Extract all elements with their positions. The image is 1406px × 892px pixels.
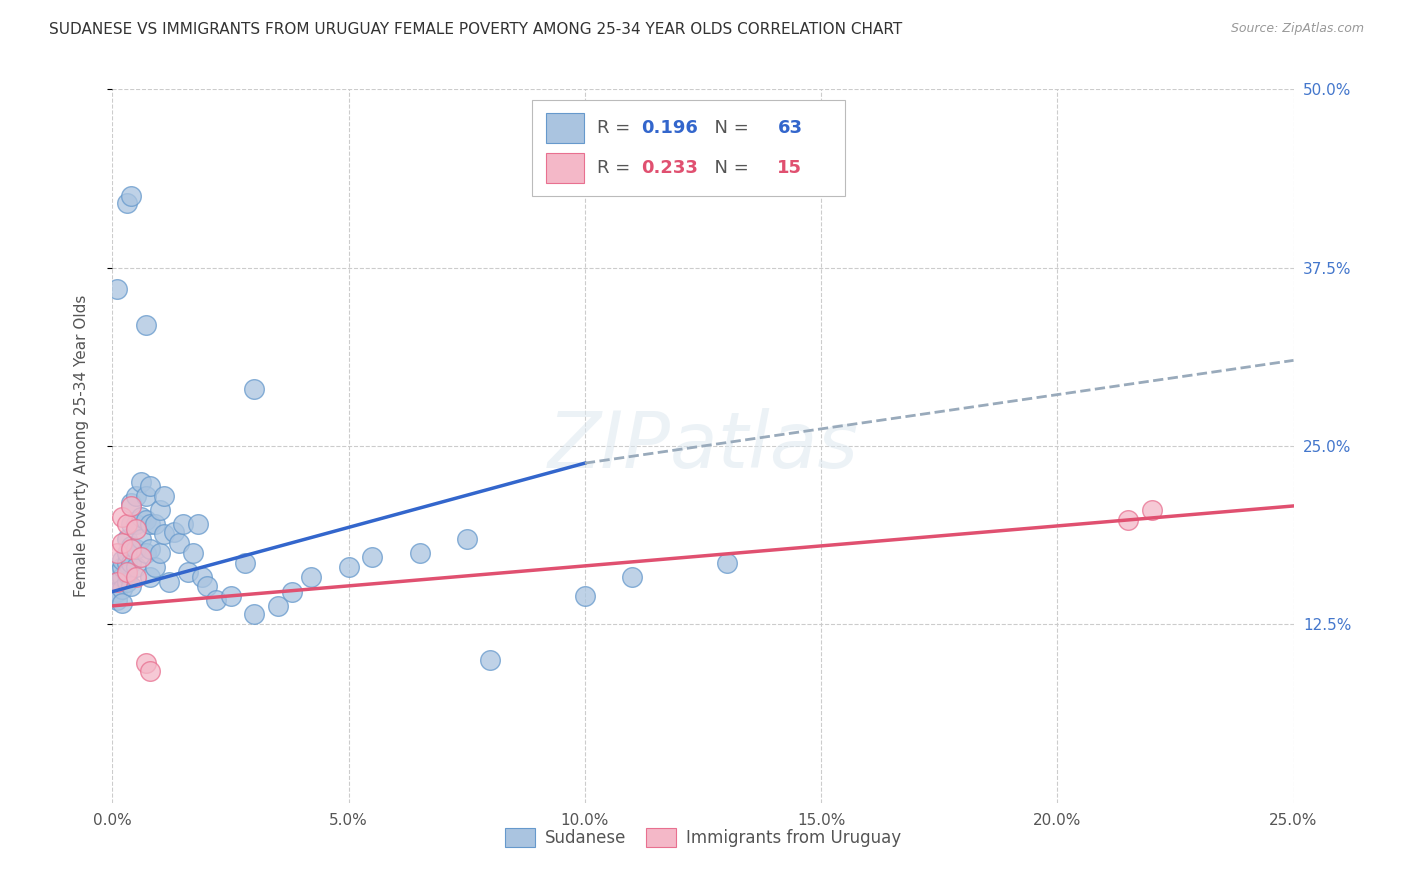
Point bbox=[186, 517, 208, 532]
Point bbox=[111, 582, 134, 596]
Point bbox=[281, 584, 304, 599]
Point bbox=[115, 196, 138, 211]
Point bbox=[219, 589, 242, 603]
Point bbox=[408, 546, 430, 560]
Point bbox=[115, 565, 138, 579]
Point bbox=[135, 318, 157, 332]
FancyBboxPatch shape bbox=[546, 113, 583, 144]
Point bbox=[129, 550, 152, 565]
Point bbox=[120, 556, 142, 570]
Point bbox=[111, 560, 134, 574]
Point bbox=[716, 556, 738, 570]
Text: Source: ZipAtlas.com: Source: ZipAtlas.com bbox=[1230, 22, 1364, 36]
Point bbox=[115, 517, 138, 532]
Legend: Sudanese, Immigrants from Uruguay: Sudanese, Immigrants from Uruguay bbox=[496, 819, 910, 855]
Point bbox=[139, 517, 162, 532]
Point bbox=[125, 541, 148, 556]
Point bbox=[129, 475, 152, 489]
Point bbox=[115, 546, 138, 560]
Point bbox=[105, 584, 128, 599]
Point bbox=[125, 560, 148, 574]
Point bbox=[120, 539, 142, 553]
Text: SUDANESE VS IMMIGRANTS FROM URUGUAY FEMALE POVERTY AMONG 25-34 YEAR OLDS CORRELA: SUDANESE VS IMMIGRANTS FROM URUGUAY FEMA… bbox=[49, 22, 903, 37]
Point bbox=[361, 550, 384, 565]
Point bbox=[243, 382, 266, 396]
Point bbox=[181, 546, 204, 560]
Point bbox=[574, 589, 596, 603]
Point bbox=[621, 570, 644, 584]
Text: 0.196: 0.196 bbox=[641, 120, 699, 137]
Point bbox=[172, 517, 194, 532]
Point bbox=[299, 570, 322, 584]
Point bbox=[115, 574, 138, 589]
Y-axis label: Female Poverty Among 25-34 Year Olds: Female Poverty Among 25-34 Year Olds bbox=[75, 295, 89, 597]
Text: 0.233: 0.233 bbox=[641, 159, 699, 177]
Point bbox=[120, 541, 142, 556]
Point bbox=[456, 532, 478, 546]
Point bbox=[205, 593, 228, 607]
Point bbox=[120, 517, 142, 532]
Point bbox=[105, 574, 128, 589]
Point bbox=[243, 607, 266, 622]
Text: ZIPatlas: ZIPatlas bbox=[547, 408, 859, 484]
Point bbox=[125, 489, 148, 503]
Point bbox=[157, 574, 180, 589]
FancyBboxPatch shape bbox=[546, 153, 583, 183]
FancyBboxPatch shape bbox=[531, 100, 845, 196]
Point bbox=[105, 593, 128, 607]
Point bbox=[105, 282, 128, 296]
Text: N =: N = bbox=[703, 159, 755, 177]
Point bbox=[125, 570, 148, 584]
Point bbox=[149, 546, 172, 560]
Point bbox=[1140, 503, 1163, 517]
Point bbox=[120, 579, 142, 593]
Point bbox=[167, 536, 190, 550]
Point bbox=[177, 565, 200, 579]
Point bbox=[111, 536, 134, 550]
Point bbox=[111, 570, 134, 584]
Text: 15: 15 bbox=[778, 159, 803, 177]
Point bbox=[143, 517, 166, 532]
Point bbox=[105, 546, 128, 560]
Point bbox=[139, 665, 162, 679]
Point bbox=[115, 556, 138, 570]
Point bbox=[149, 503, 172, 517]
Point bbox=[337, 560, 360, 574]
Point bbox=[125, 517, 148, 532]
Point bbox=[115, 532, 138, 546]
Point bbox=[105, 567, 128, 582]
Point bbox=[153, 489, 176, 503]
Point bbox=[143, 560, 166, 574]
Point bbox=[139, 479, 162, 493]
Point bbox=[111, 596, 134, 610]
Point bbox=[195, 579, 218, 593]
Point bbox=[191, 570, 214, 584]
Point bbox=[120, 496, 142, 510]
Point bbox=[111, 510, 134, 524]
Point bbox=[120, 499, 142, 513]
Point bbox=[125, 522, 148, 536]
Point bbox=[163, 524, 186, 539]
Point bbox=[233, 556, 256, 570]
Point bbox=[267, 599, 290, 613]
Point bbox=[135, 513, 157, 527]
Point bbox=[135, 489, 157, 503]
Point bbox=[120, 189, 142, 203]
Point bbox=[139, 570, 162, 584]
Point bbox=[153, 527, 176, 541]
Point bbox=[129, 510, 152, 524]
Point bbox=[129, 532, 152, 546]
Point bbox=[135, 546, 157, 560]
Point bbox=[139, 541, 162, 556]
Point bbox=[479, 653, 502, 667]
Point bbox=[105, 574, 128, 589]
Text: R =: R = bbox=[596, 120, 636, 137]
Text: N =: N = bbox=[703, 120, 755, 137]
Point bbox=[135, 656, 157, 670]
Point bbox=[111, 553, 134, 567]
Text: R =: R = bbox=[596, 159, 636, 177]
Point bbox=[1116, 513, 1139, 527]
Point bbox=[115, 567, 138, 582]
Text: 63: 63 bbox=[778, 120, 803, 137]
